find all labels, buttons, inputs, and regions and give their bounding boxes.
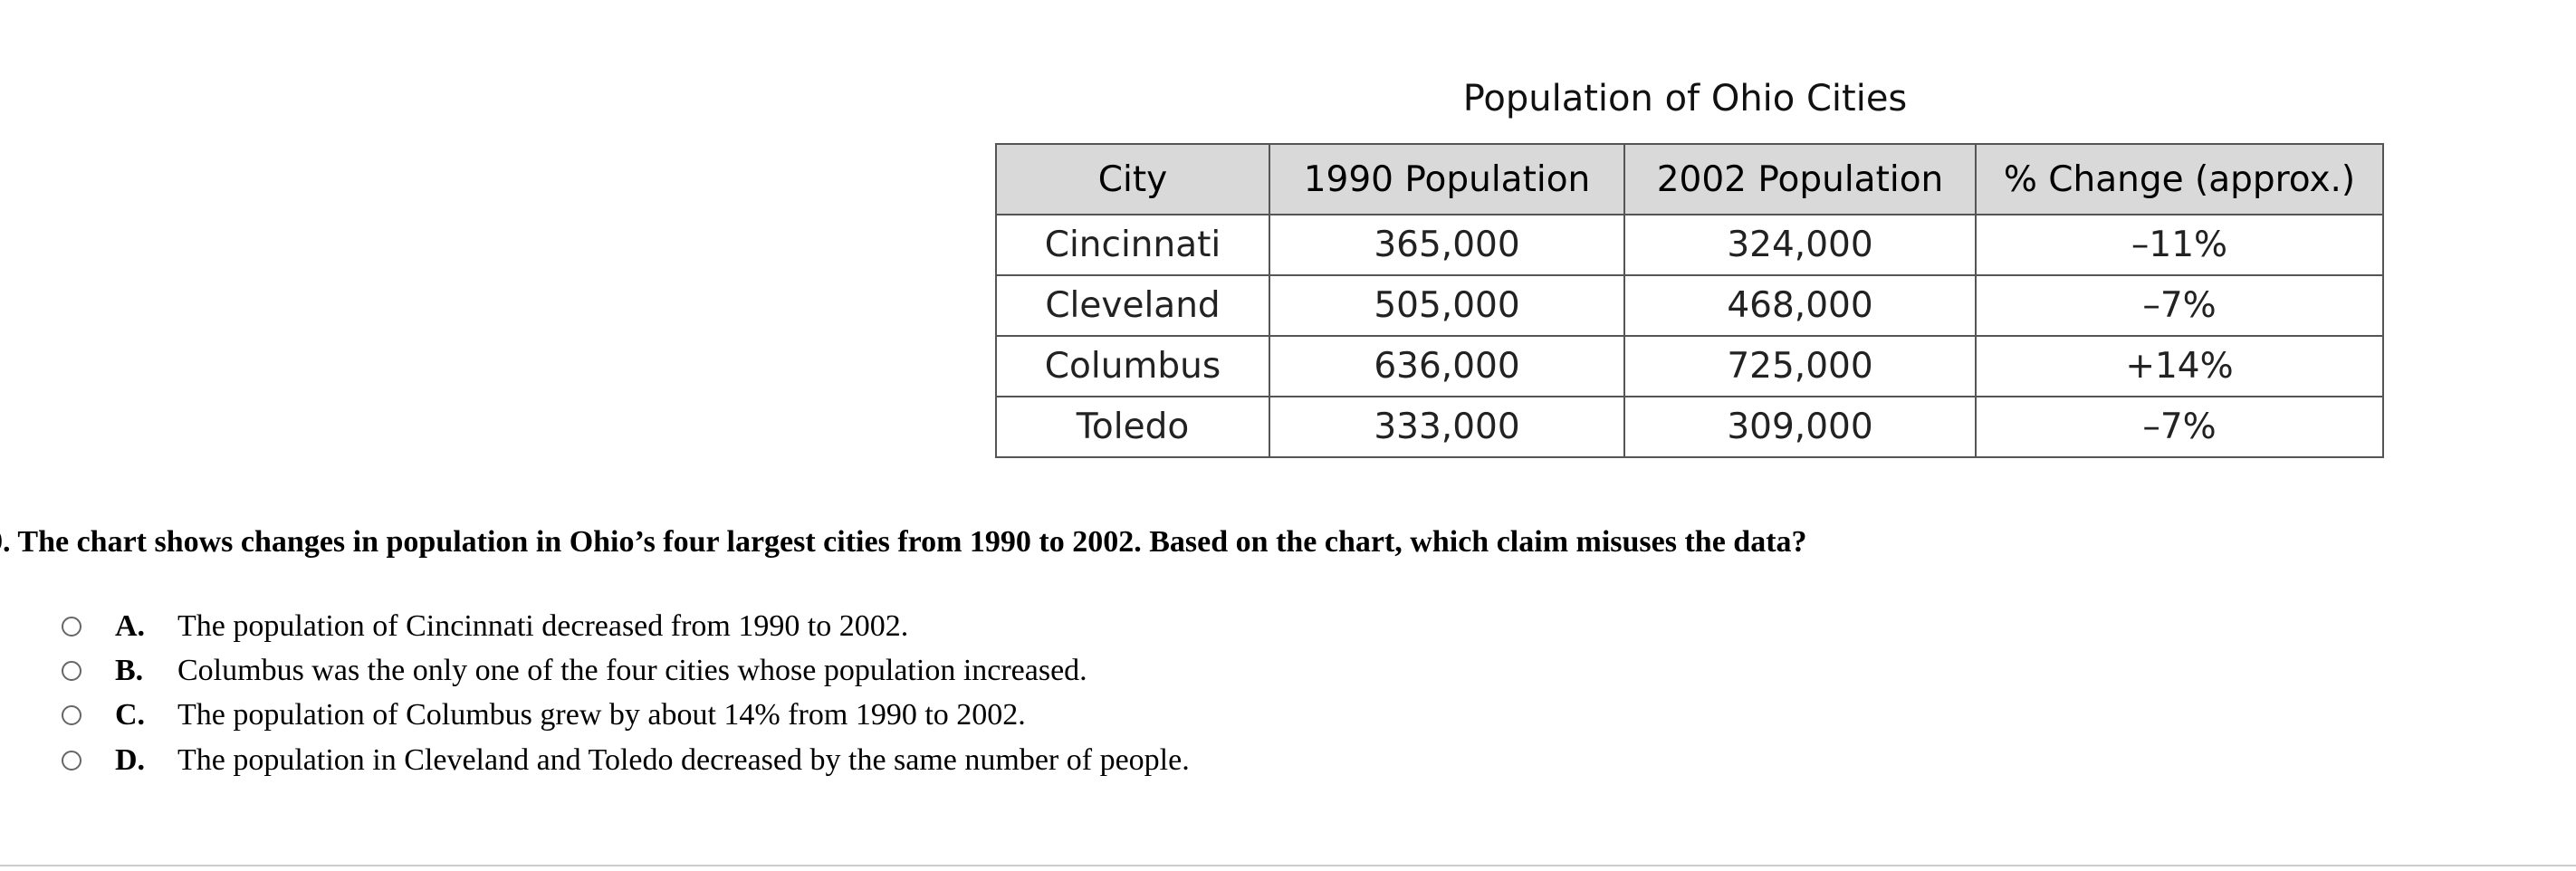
table-row: Toledo 333,000 309,000 –7% (995, 396, 2384, 458)
table-cell: Toledo (995, 396, 1270, 458)
divider (0, 865, 2576, 866)
header-cell: % Change (approx.) (1975, 143, 2384, 215)
header-cell: 2002 Population (1623, 143, 1977, 215)
option-letter: A. (115, 609, 146, 643)
option-letter: B. (115, 654, 144, 687)
header-cell: City (995, 143, 1270, 215)
table-cell: –7% (1975, 274, 2384, 337)
option-text: Columbus was the only one of the four ci… (177, 654, 1087, 687)
question: 9. The chart shows changes in population… (0, 525, 1807, 560)
table-row: Cincinnati 365,000 324,000 –11% (995, 214, 2384, 276)
radio-button[interactable] (62, 617, 81, 636)
table-cell: 309,000 (1623, 396, 1977, 458)
option-letter: C. (115, 698, 146, 732)
header-row: City 1990 Population 2002 Population% Chan… (995, 143, 2384, 215)
table-cell: 636,000 (1269, 335, 1625, 397)
table-cell: –11% (1975, 214, 2384, 276)
header-cell: 1990 Population (1269, 143, 1625, 215)
radio-button[interactable] (62, 705, 81, 725)
table-cell: 324,000 (1623, 214, 1977, 276)
option-text: The population of Columbus grew by about… (177, 698, 1026, 732)
table-row: Cleveland 505,000 468,000 –7% (995, 274, 2384, 337)
question-text: The chart shows changes in population in… (17, 525, 1807, 559)
table-cell: 333,000 (1269, 396, 1625, 458)
table-cell: 725,000 (1623, 335, 1977, 397)
option-text: The population in Cleveland and Toledo d… (177, 743, 1190, 777)
table-cell: +14% (1975, 335, 2384, 397)
table-cell: Cincinnati (995, 214, 1270, 276)
table-cell: 365,000 (1269, 214, 1625, 276)
table-cell: –7% (1975, 396, 2384, 458)
table-cell: Cleveland (995, 274, 1270, 337)
option-letter: D. (115, 743, 146, 777)
population-table: City 1990 Population 2002 Population% Chan… (995, 143, 2384, 458)
question-number: 9. (0, 525, 11, 559)
table-cell: Columbus (995, 335, 1270, 397)
radio-button[interactable] (62, 751, 81, 770)
option-text: The population of Cincinnati decreased f… (177, 609, 909, 643)
radio-button[interactable] (62, 661, 81, 681)
table-title: Population of Ohio Cities (1462, 78, 1908, 120)
table-cell: 505,000 (1269, 274, 1625, 337)
table-row: Columbus 636,000 725,000 +14% (995, 335, 2384, 397)
table-cell: 468,000 (1623, 274, 1977, 337)
